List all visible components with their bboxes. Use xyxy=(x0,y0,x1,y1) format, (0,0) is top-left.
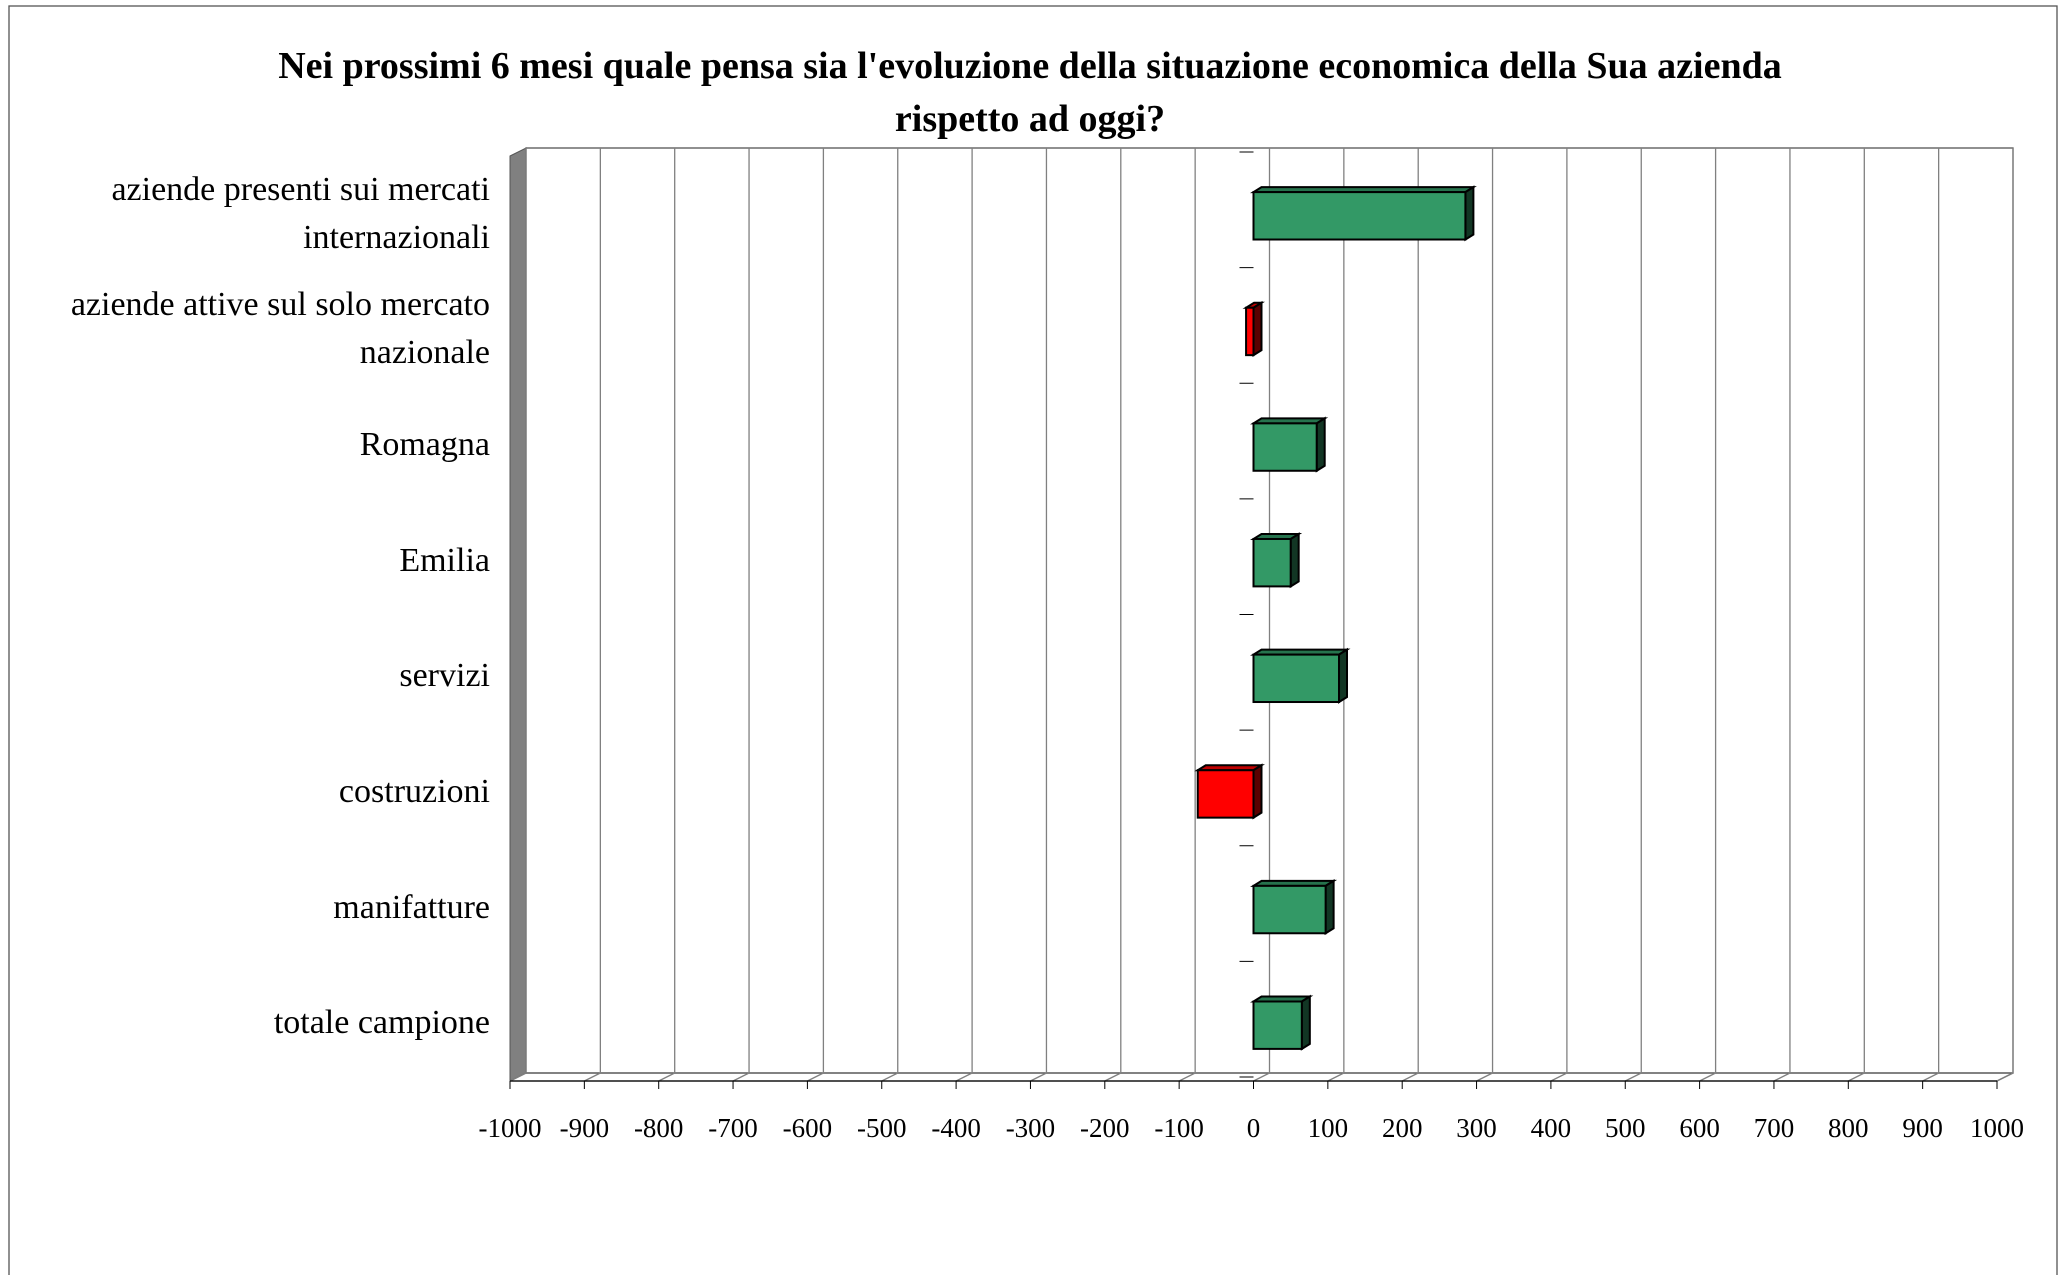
x-tick-label: -1000 xyxy=(479,1113,542,1143)
floor-grid-line xyxy=(732,1072,750,1082)
floor-grid-line xyxy=(584,1072,601,1082)
x-tick-label: -500 xyxy=(857,1113,907,1143)
bar-front xyxy=(1252,653,1341,704)
category-label-box: totale campione xyxy=(273,1004,490,1042)
bar-front xyxy=(1252,422,1318,472)
floor-grid-line xyxy=(807,1072,824,1082)
floor-grid-line xyxy=(1476,1072,1493,1082)
floor-grid-line xyxy=(1104,1072,1122,1082)
floor-grid-line xyxy=(1030,1072,1047,1082)
y-tick-label: totale campione xyxy=(273,1004,490,1042)
bar-front xyxy=(1252,537,1292,588)
category-label-box: servizi xyxy=(399,657,490,695)
floor-grid-line xyxy=(955,1072,973,1082)
category-label-box: costruzioni xyxy=(338,772,490,810)
bar-front xyxy=(1245,306,1255,357)
x-tick-label: -200 xyxy=(1080,1113,1130,1143)
bar-front xyxy=(1196,769,1255,819)
y-tick-label: manifatture xyxy=(333,888,490,926)
x-tick-label: 200 xyxy=(1382,1113,1423,1143)
bar-side xyxy=(1300,994,1311,1051)
x-tick-label: 500 xyxy=(1605,1113,1646,1143)
bar xyxy=(1250,185,1477,242)
category-label-box: manifatture xyxy=(333,888,490,926)
bar-side xyxy=(1252,300,1263,357)
y-tick-label: Emilia xyxy=(399,541,490,579)
bar-front xyxy=(1252,191,1467,241)
x-tick-label: 600 xyxy=(1679,1113,1720,1143)
chart-title: Nei prossimi 6 mesi quale pensa sia l'ev… xyxy=(278,45,1782,140)
x-tick-label: 400 xyxy=(1531,1113,1572,1143)
x-tick-label: 800 xyxy=(1828,1113,1869,1143)
title-box: Nei prossimi 6 mesi quale pensa sia l'ev… xyxy=(278,45,1782,140)
y-tick-label: aziende attive sul solo mercato nazional… xyxy=(70,286,490,372)
y-tick-label: Romagna xyxy=(359,426,490,464)
floor-grid-line xyxy=(658,1072,675,1082)
floor-grid-line xyxy=(1178,1072,1196,1082)
category-label-box: Romagna xyxy=(359,426,490,464)
y-tick-label: aziende presenti sui mercati internazion… xyxy=(111,170,490,256)
bar-side xyxy=(1338,647,1349,704)
bar xyxy=(1250,647,1351,704)
x-tick-label: -600 xyxy=(783,1113,833,1143)
floor-grid-line xyxy=(1401,1072,1419,1082)
floor-grid-line xyxy=(1699,1072,1716,1082)
x-tick-label: 300 xyxy=(1456,1113,1497,1143)
x-tick-label: 100 xyxy=(1308,1113,1349,1143)
category-label-box: Emilia xyxy=(399,541,490,579)
bar-front xyxy=(1252,884,1327,935)
category-label-box: aziende attive sul solo mercato nazional… xyxy=(70,286,490,372)
floor-grid-line xyxy=(1327,1072,1345,1082)
bar xyxy=(1250,879,1338,936)
x-tick-label: 700 xyxy=(1754,1113,1795,1143)
bar xyxy=(1250,416,1329,473)
bar-side xyxy=(1315,416,1326,473)
bar xyxy=(1242,300,1265,357)
floor-grid-line xyxy=(1624,1072,1642,1082)
x-tick-label: 1000 xyxy=(1970,1113,2024,1143)
bar xyxy=(1250,994,1314,1051)
x-tick-label: -700 xyxy=(708,1113,758,1143)
bar-side xyxy=(1252,763,1263,820)
bar-front xyxy=(1252,1000,1303,1050)
floor-grid-line xyxy=(1996,1072,2014,1082)
bar xyxy=(1194,763,1265,820)
floor-grid-line xyxy=(881,1072,899,1082)
floor-grid-line xyxy=(1922,1072,1939,1082)
floor-grid-line xyxy=(509,1072,527,1082)
y-tick-label: servizi xyxy=(399,657,490,695)
bar xyxy=(1250,532,1303,589)
frame xyxy=(8,5,2058,1275)
x-tick-label: -300 xyxy=(1006,1113,1056,1143)
x-tick-label: -800 xyxy=(634,1113,684,1143)
bar-side xyxy=(1324,879,1335,936)
x-tick-label: -400 xyxy=(931,1113,981,1143)
x-tick-label: -900 xyxy=(560,1113,610,1143)
floor-grid-line xyxy=(1253,1072,1270,1082)
floor-grid-line xyxy=(1550,1072,1568,1082)
left-wall xyxy=(509,147,527,1082)
y-tick-label: costruzioni xyxy=(338,772,490,810)
x-tick-label: 0 xyxy=(1247,1113,1261,1143)
floor-grid-line xyxy=(1848,1072,1865,1082)
x-tick-label: 900 xyxy=(1902,1113,1943,1143)
bar-side xyxy=(1464,185,1475,242)
x-tick-label: -100 xyxy=(1154,1113,1204,1143)
bar-side xyxy=(1289,532,1300,589)
category-label-box: aziende presenti sui mercati internazion… xyxy=(111,170,490,256)
floor-grid-line xyxy=(1773,1072,1791,1082)
